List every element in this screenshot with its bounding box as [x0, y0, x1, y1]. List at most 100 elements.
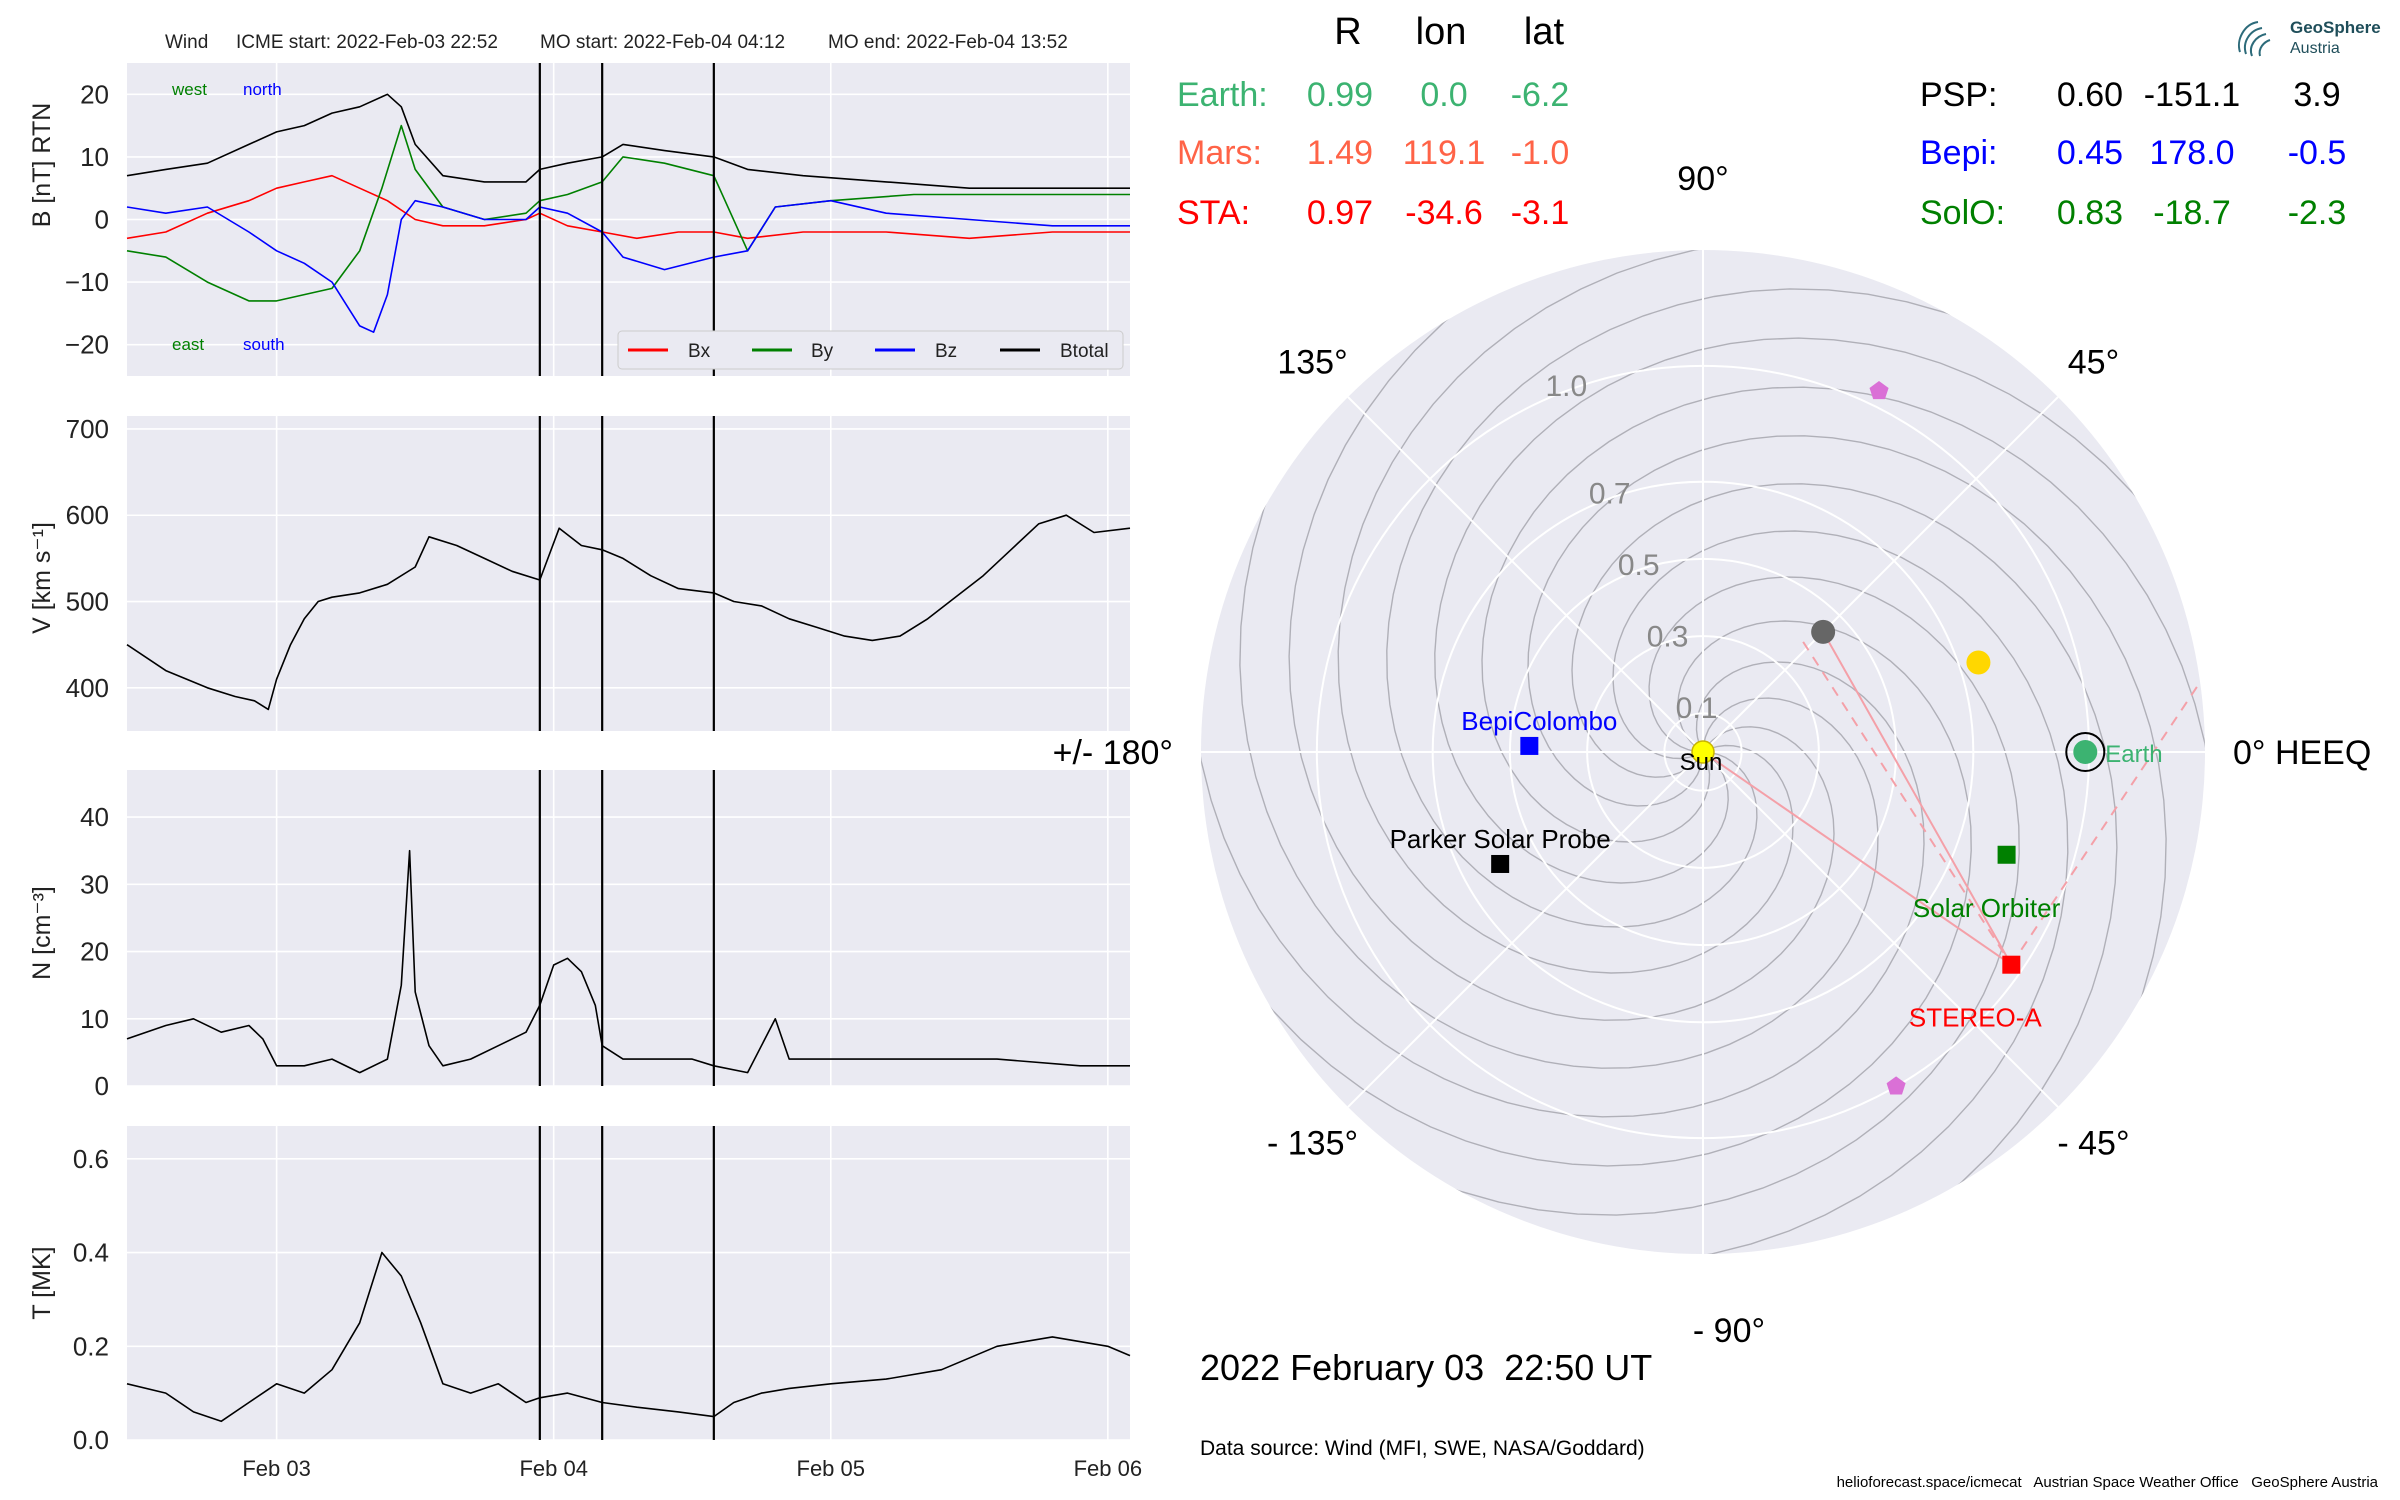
icme-start-label: ICME start: 2022-Feb-03 22:52 — [236, 32, 498, 53]
panel-3: 0.0 0.2 0.4 0.6 Feb 03 Feb 04 Feb 05 Feb 06 T [M… — [28, 1126, 1142, 1481]
row-name: Bepi: — [1920, 134, 1998, 172]
unlabeled-pentagon-marker — [1886, 1076, 1906, 1095]
y-tick-label: −20 — [65, 330, 109, 360]
panel-background — [127, 770, 1130, 1086]
sta-marker — [2002, 955, 2021, 974]
y-tick-label: 0.6 — [73, 1144, 109, 1174]
row-name: STA: — [1177, 194, 1250, 232]
series-line-bz — [126, 199, 1130, 334]
unlabeled-body-marker — [1811, 619, 1836, 644]
angle-label: - 45° — [2057, 1124, 2129, 1162]
angular-gridline — [1347, 396, 1704, 753]
spiral-line — [1481, 386, 2205, 1254]
spiral-line — [1201, 250, 1925, 1118]
unlabeled-pentagon-marker — [1869, 381, 1889, 400]
y-tick-label: 600 — [66, 500, 109, 530]
mo-start-label: MO start: 2022-Feb-04 04:12 — [540, 32, 785, 53]
x-tick-label: Feb 04 — [519, 1456, 588, 1481]
row-lat: -1.0 — [1511, 134, 1570, 172]
legend-label-bz: Bz — [935, 341, 957, 362]
angular-gridline — [1702, 396, 2059, 753]
row-lat: 3.9 — [2293, 76, 2340, 114]
row-lat: -3.1 — [1511, 194, 1570, 232]
legend: Bx By Bz Btotal — [617, 330, 1124, 370]
bepi-marker — [1520, 736, 1539, 755]
sta-dashed-line — [2010, 681, 2201, 966]
series-line-v — [126, 514, 1131, 711]
series-line-t — [126, 1251, 1131, 1423]
y-tick-label: 0.4 — [73, 1238, 109, 1268]
panel-background — [127, 416, 1130, 731]
y-axis-label: B [nT] RTN — [28, 103, 56, 228]
data-source: Data source: Wind (MFI, SWE, NASA/Goddar… — [1200, 1437, 1645, 1460]
annotation-south: south — [243, 335, 285, 354]
sun-marker — [1691, 740, 1715, 764]
x-tick-label: Feb 06 — [1074, 1456, 1143, 1481]
timeseries-panels: −20 −10 0 10 20 B [nT] RTN west north east south B… — [28, 63, 1142, 1481]
angle-label: - 90° — [1693, 1312, 1765, 1350]
panel-0: −20 −10 0 10 20 B [nT] RTN west north east south B… — [28, 63, 1130, 376]
sta-marker-line — [1822, 631, 2013, 966]
legend-label-btotal: Btotal — [1060, 341, 1109, 362]
row-name: SolO: — [1920, 194, 2005, 232]
series-line-btotal — [126, 93, 1130, 189]
y-axis-label: N [cm⁻³] — [28, 886, 56, 980]
earth-ring — [2065, 732, 2106, 772]
table-header-lon: lon — [1416, 11, 1467, 53]
y-tick-label: 20 — [80, 937, 109, 967]
row-lon: -34.6 — [1405, 194, 1483, 232]
x-tick-label: Feb 05 — [797, 1456, 866, 1481]
row-lon: -151.1 — [2144, 76, 2240, 114]
angular-gridline — [1702, 751, 2059, 1108]
row-name: Mars: — [1177, 134, 1262, 172]
table-header-r: R — [1334, 11, 1361, 53]
sta-sun-line — [1702, 751, 2012, 966]
row-name: PSP: — [1920, 76, 1997, 114]
annotation-west: west — [171, 80, 207, 99]
y-tick-label: 10 — [80, 142, 109, 172]
positions-table: R lon lat Earth: 0.99 0.0 -6.2 Mars: 1.49 119.… — [1177, 11, 2346, 232]
angle-label: 45° — [2068, 344, 2119, 382]
y-tick-label: 400 — [66, 673, 109, 703]
y-tick-label: 0.0 — [73, 1425, 109, 1455]
row-name: Earth: — [1177, 76, 1268, 114]
angle-label: 135° — [1277, 344, 1347, 382]
row-lon: 0.0 — [1420, 76, 1467, 114]
panel-2: 0 10 20 30 40 N [cm⁻³] — [28, 770, 1130, 1101]
row-lat: -2.3 — [2288, 194, 2347, 232]
radial-tick-label: 0.5 — [1618, 549, 1660, 582]
row-lat: -6.2 — [1511, 76, 1570, 114]
solo-marker — [1997, 845, 2016, 864]
angle-label: +/- 180° — [1053, 734, 1173, 772]
y-tick-label: 10 — [80, 1004, 109, 1034]
y-tick-label: 0.2 — [73, 1331, 109, 1361]
angle-label: 0° HEEQ — [2233, 734, 2371, 772]
radial-tick-label: 1.0 — [1545, 370, 1587, 403]
plot-date: 2022 February 03 22:50 UT — [1200, 1347, 1652, 1388]
x-tick-label: Feb 03 — [242, 1456, 311, 1481]
geosphere-logo: GeoSphere Austria — [2230, 12, 2390, 62]
y-tick-label: 700 — [66, 414, 109, 444]
instrument-label: Wind — [165, 32, 208, 53]
y-tick-label: 20 — [80, 79, 109, 109]
angle-label: - 135° — [1267, 1124, 1358, 1162]
radial-tick-label: 0.7 — [1589, 477, 1631, 510]
unlabeled-body-marker — [1966, 650, 1991, 675]
logo-swirl-icon — [2238, 21, 2271, 57]
solo-label: Solar Orbiter — [1913, 893, 2061, 923]
spiral-line — [1201, 530, 2069, 1254]
panel-background — [127, 1126, 1130, 1440]
legend-box — [617, 330, 1124, 370]
bepi-label: BepiColombo — [1461, 706, 1617, 736]
y-tick-label: −10 — [65, 267, 109, 297]
spiral-line — [1337, 250, 2205, 974]
credits: helioforecast.space/icmecat Austrian Spa… — [1837, 1474, 2379, 1491]
y-tick-label: 40 — [80, 802, 109, 832]
row-lon: -18.7 — [2153, 194, 2231, 232]
row-r: 1.49 — [1307, 134, 1373, 172]
row-r: 0.97 — [1307, 194, 1373, 232]
legend-label-by: By — [811, 341, 834, 362]
angle-label: 90° — [1677, 160, 1728, 198]
legend-label-bx: Bx — [688, 341, 711, 362]
row-r: 0.45 — [2057, 134, 2123, 172]
